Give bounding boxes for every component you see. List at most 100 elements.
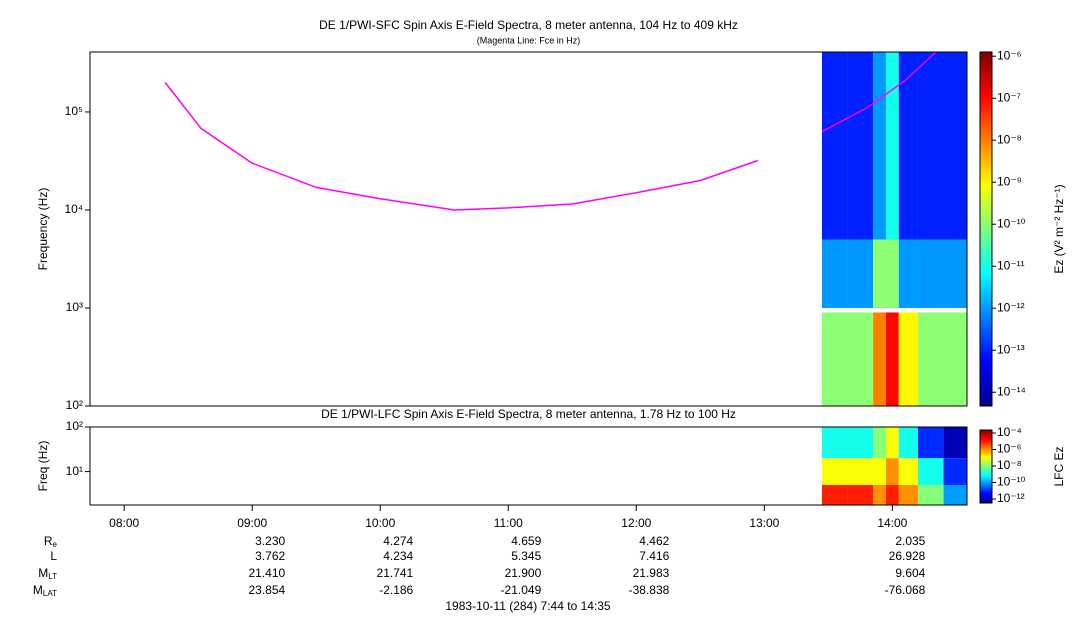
plot-frame	[89, 426, 968, 506]
spectrogram-cell	[847, 239, 874, 308]
spectrogram-cell	[885, 239, 899, 308]
colorbar-tick-label: 10⁻⁶	[997, 442, 1022, 456]
colorbar-tick-label: 10⁻⁷	[997, 90, 1021, 104]
spectrogram-cell	[821, 312, 848, 406]
spectrogram-cell	[917, 427, 944, 459]
spectrogram-cell	[873, 312, 886, 406]
ephemeris-value: 21.983	[633, 566, 670, 580]
spectrogram-cell	[885, 485, 899, 505]
colorbar-label: LFC Ez	[1052, 446, 1066, 486]
x-tick-label: 12:00	[621, 516, 651, 530]
colorbar-tick-label: 10⁻¹²	[997, 300, 1025, 314]
spectrogram-cell	[917, 52, 967, 240]
ephemeris-value: 9.604	[895, 566, 925, 580]
colorbar-tick-label: 10⁻⁸	[997, 458, 1022, 472]
colorbar-tick-label: 10⁻⁹	[997, 174, 1022, 188]
spectrogram-cell	[847, 52, 874, 240]
ephemeris-value: -76.068	[885, 583, 926, 597]
y-tick-label: 10²	[66, 419, 83, 433]
ephemeris-value: 23.854	[249, 583, 286, 597]
ephemeris-value: 4.659	[511, 534, 541, 548]
colorbar-tick-label: 10⁻⁸	[997, 132, 1022, 146]
panel-title: DE 1/PWI-SFC Spin Axis E-Field Spectra, …	[319, 18, 738, 32]
ephemeris-value: 2.035	[895, 534, 925, 548]
spectrogram-cell	[821, 458, 848, 486]
spectrogram-cell	[847, 485, 874, 505]
ephemeris-label-sub: LAT	[43, 589, 57, 598]
fce-line	[164, 51, 937, 211]
panel-subtitle: (Magenta Line: Fce in Hz)	[477, 35, 581, 45]
spectrogram-cell	[873, 458, 886, 486]
spectrogram-cell	[873, 427, 886, 459]
ephemeris-value: -21.049	[501, 583, 542, 597]
ephemeris-label-sub: e	[53, 540, 58, 549]
ephemeris-value: 3.230	[255, 534, 285, 548]
colorbar	[979, 429, 993, 504]
spectrogram-cell	[917, 458, 944, 486]
colorbar-tick-label: 10⁻⁶	[997, 48, 1022, 62]
ephemeris-label-main: M	[38, 566, 48, 580]
spectrogram-cell	[821, 239, 848, 308]
ephemeris-value: 3.762	[255, 549, 285, 563]
ephemeris-label-sub: LT	[48, 572, 57, 581]
spectrogram-cell	[898, 312, 918, 406]
spectrogram-cell	[821, 427, 848, 459]
spectrogram-cell	[885, 427, 899, 459]
ephemeris-value: 4.462	[639, 534, 669, 548]
ephemeris-value: -2.186	[379, 583, 413, 597]
spectrogram-cell	[847, 458, 874, 486]
panel-title: DE 1/PWI-LFC Spin Axis E-Field Spectra, …	[321, 407, 736, 421]
spectrogram-cell	[821, 485, 848, 505]
colorbar-tick-label: 10⁻¹⁰	[997, 216, 1026, 230]
colorbar-tick-label: 10⁻¹³	[997, 342, 1025, 356]
spectrogram-cell	[847, 312, 874, 406]
spectrogram-cell	[898, 458, 918, 486]
x-tick-label: 08:00	[109, 516, 139, 530]
ephemeris-value: 5.345	[511, 549, 541, 563]
spectrogram-cell	[898, 239, 918, 308]
ephemeris-value: 7.416	[639, 549, 669, 563]
x-tick-label: 11:00	[494, 516, 523, 530]
ephemeris-value: 26.928	[889, 549, 926, 563]
spectrogram-cell	[873, 239, 886, 308]
y-tick-label: 10³	[66, 300, 83, 314]
spectrogram-cell	[873, 52, 886, 240]
colorbar-tick-label: 10⁻¹⁴	[997, 384, 1026, 398]
x-tick-label: 10:00	[365, 516, 395, 530]
ephemeris-label-main: M	[33, 583, 43, 597]
spectrogram-cell	[917, 239, 967, 308]
colorbar-tick-label: 10⁻¹²	[997, 491, 1025, 505]
ephemeris-label-main: L	[50, 549, 57, 563]
ephemeris-value: 4.274	[383, 534, 413, 548]
y-tick-label: 10²	[66, 398, 83, 412]
spectrogram-cell	[898, 485, 918, 505]
ephemeris-label: MLAT	[33, 583, 57, 598]
spectrogram-cell	[885, 52, 899, 240]
spectrogram-cell	[885, 312, 899, 406]
footer: 1983-10-11 (284) 7:44 to 14:35	[445, 599, 611, 613]
ephemeris-value: 21.741	[377, 566, 414, 580]
spectrogram-cell	[898, 427, 918, 459]
x-tick-label: 14:00	[877, 516, 907, 530]
y-tick-label: 10⁴	[64, 202, 83, 216]
spectrogram-cell	[917, 312, 967, 406]
ephemeris-label-main: R	[44, 534, 53, 548]
ephemeris-value: -38.838	[629, 583, 670, 597]
colorbar	[979, 51, 993, 407]
spectrogram-cell	[885, 458, 899, 486]
spectrogram-cell	[873, 485, 886, 505]
ephemeris-value: 4.234	[383, 549, 413, 563]
colorbar-tick-label: 10⁻¹¹	[997, 258, 1025, 272]
colorbar-label: Ez (V² m⁻² Hz⁻¹)	[1052, 184, 1066, 273]
spectrogram-cell	[917, 485, 944, 505]
ephemeris-value: 21.900	[505, 566, 542, 580]
ephemeris-label: L	[50, 549, 57, 563]
spectrogram-cell	[943, 427, 967, 459]
spectrogram-cell	[898, 52, 918, 240]
colorbar-tick-label: 10⁻⁴	[997, 425, 1022, 439]
spectrogram-cell	[821, 52, 848, 240]
x-tick-label: 09:00	[237, 516, 267, 530]
ephemeris-label: MLT	[38, 566, 57, 581]
plot-frame	[89, 51, 968, 407]
